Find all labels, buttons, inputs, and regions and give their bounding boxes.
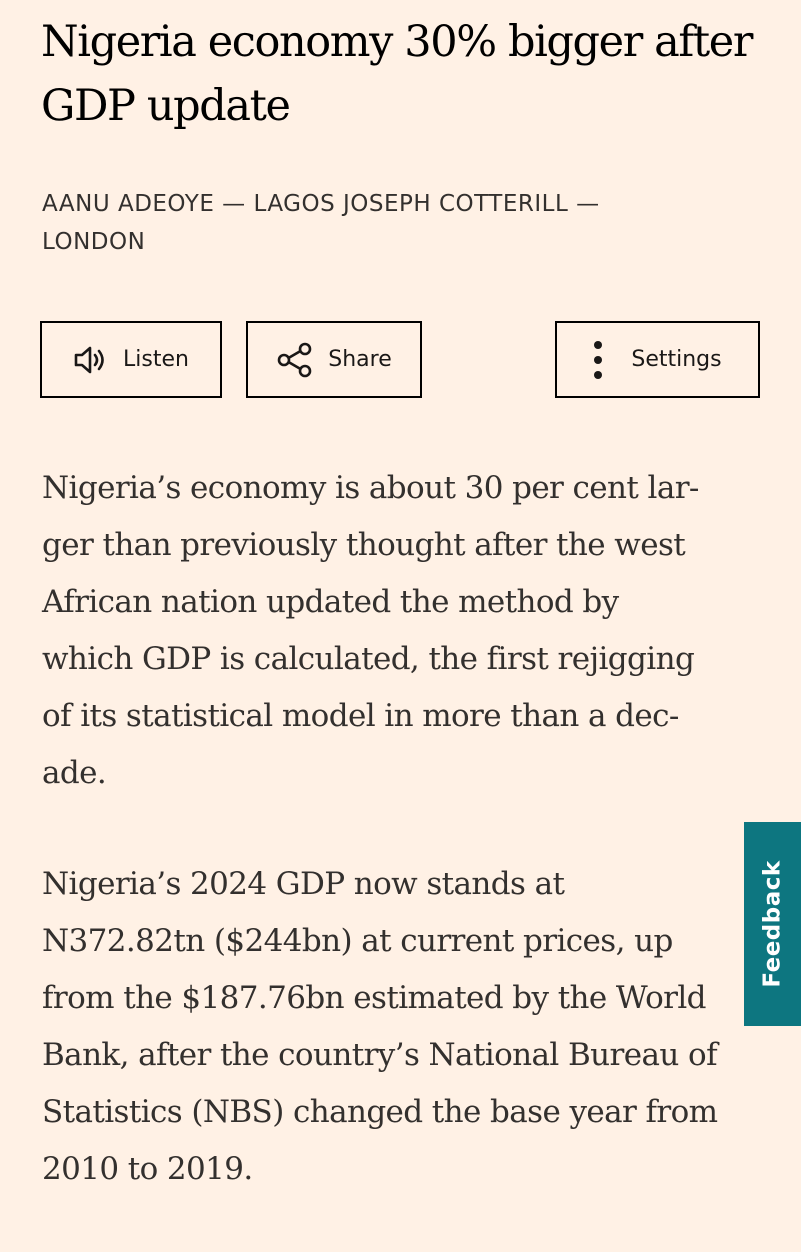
byline-line: AANU ADEOYE — LAGOS JOSEPH COTTERILL — xyxy=(42,191,600,217)
feedback-tab[interactable]: Feedback xyxy=(744,822,801,1026)
article-paragraph: Nigeria’s economy is about 30 per cent l… xyxy=(42,470,699,791)
headline-line: Nigeria economy 30% bigger after xyxy=(41,17,753,67)
share-button[interactable]: Share xyxy=(246,321,422,398)
share-label: Share xyxy=(328,347,392,372)
listen-label: Listen xyxy=(123,347,189,372)
byline-line: LONDON xyxy=(42,229,146,255)
settings-button[interactable]: Settings xyxy=(555,321,760,398)
article-page: Nigeria economy 30% bigger after GDP upd… xyxy=(40,10,801,1187)
article-paragraph: Nigeria’s 2024 GDP now stands at N372.82… xyxy=(42,866,718,1187)
settings-label: Settings xyxy=(631,347,722,372)
speaker-icon xyxy=(73,346,109,374)
feedback-label: Feedback xyxy=(759,860,786,988)
article-body: Nigeria’s economy is about 30 per cent l… xyxy=(42,460,762,1252)
article-headline: Nigeria economy 30% bigger after GDP upd… xyxy=(41,10,771,138)
share-icon xyxy=(276,342,314,378)
listen-button[interactable]: Listen xyxy=(40,321,222,398)
article-byline: AANU ADEOYE — LAGOS JOSEPH COTTERILL — L… xyxy=(42,185,722,261)
headline-line: GDP update xyxy=(41,81,291,131)
kebab-menu-icon xyxy=(593,340,603,380)
